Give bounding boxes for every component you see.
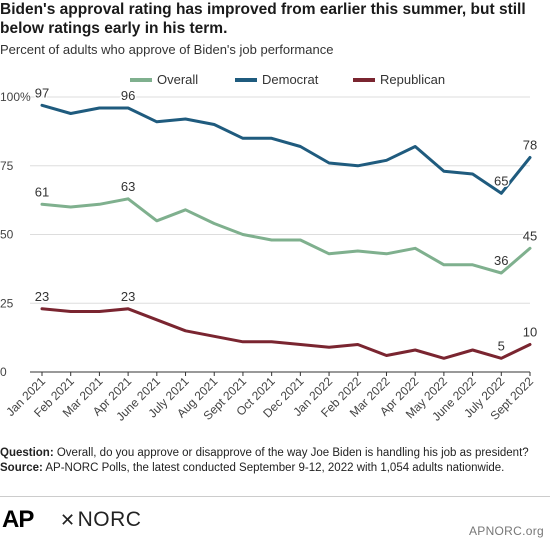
legend-item-overall: Overall	[130, 72, 198, 87]
republican-line	[40, 307, 532, 360]
question-text: Overall, do you approve or disapprove of…	[53, 447, 529, 459]
question-note: Question: Overall, do you approve or dis…	[0, 446, 545, 461]
data-label: 23	[121, 289, 135, 304]
chart-title: Biden's approval rating has improved fro…	[0, 1, 526, 37]
data-label: 65	[494, 173, 508, 188]
footer-divider	[0, 496, 550, 497]
legend-swatch-overall	[130, 77, 152, 82]
data-label: 78	[523, 138, 537, 153]
data-label: 61	[35, 184, 49, 199]
question-label: Question:	[0, 447, 54, 459]
y-tick-label: 100%	[0, 90, 31, 104]
ap-logo: AP	[2, 506, 34, 533]
legend: Overall Democrat Republican	[0, 72, 550, 90]
y-tick-label: 25	[0, 296, 14, 310]
legend-label-overall: Overall	[157, 72, 199, 87]
data-label: 45	[523, 228, 537, 243]
data-label: 96	[121, 88, 135, 103]
norc-logo-text: NORC	[77, 508, 142, 531]
data-label: 23	[35, 289, 49, 304]
chart-notes: Question: Overall, do you approve or dis…	[0, 446, 545, 476]
legend-label-republican: Republican	[380, 72, 446, 87]
overall-line	[40, 197, 532, 275]
data-label: 5	[498, 338, 505, 353]
legend-item-republican: Republican	[353, 72, 445, 87]
norc-star-icon: ✕	[60, 510, 76, 530]
legend-label-democrat: Democrat	[262, 72, 319, 87]
democrat-line	[40, 103, 532, 195]
site-url: APNORC.org	[468, 524, 544, 538]
legend-swatch-republican	[353, 77, 375, 82]
data-label: 10	[523, 325, 537, 340]
data-label: 63	[121, 179, 135, 194]
footer: AP ✕NORC APNORC.org	[0, 500, 550, 550]
source-note: Source: AP-NORC Polls, the latest conduc…	[0, 461, 545, 476]
legend-item-democrat: Democrat	[235, 72, 318, 87]
norc-logo: ✕NORC	[60, 508, 141, 532]
source-text: AP-NORC Polls, the latest conducted Sept…	[42, 462, 505, 474]
y-tick-label: 50	[0, 228, 14, 242]
source-label: Source:	[0, 462, 43, 474]
chart-subtitle: Percent of adults who approve of Biden's…	[0, 42, 334, 57]
y-tick-label: 0	[0, 365, 7, 379]
data-label: 97	[35, 85, 49, 100]
legend-swatch-democrat	[235, 77, 257, 82]
y-tick-label: 75	[0, 159, 14, 173]
data-label: 36	[494, 253, 508, 268]
